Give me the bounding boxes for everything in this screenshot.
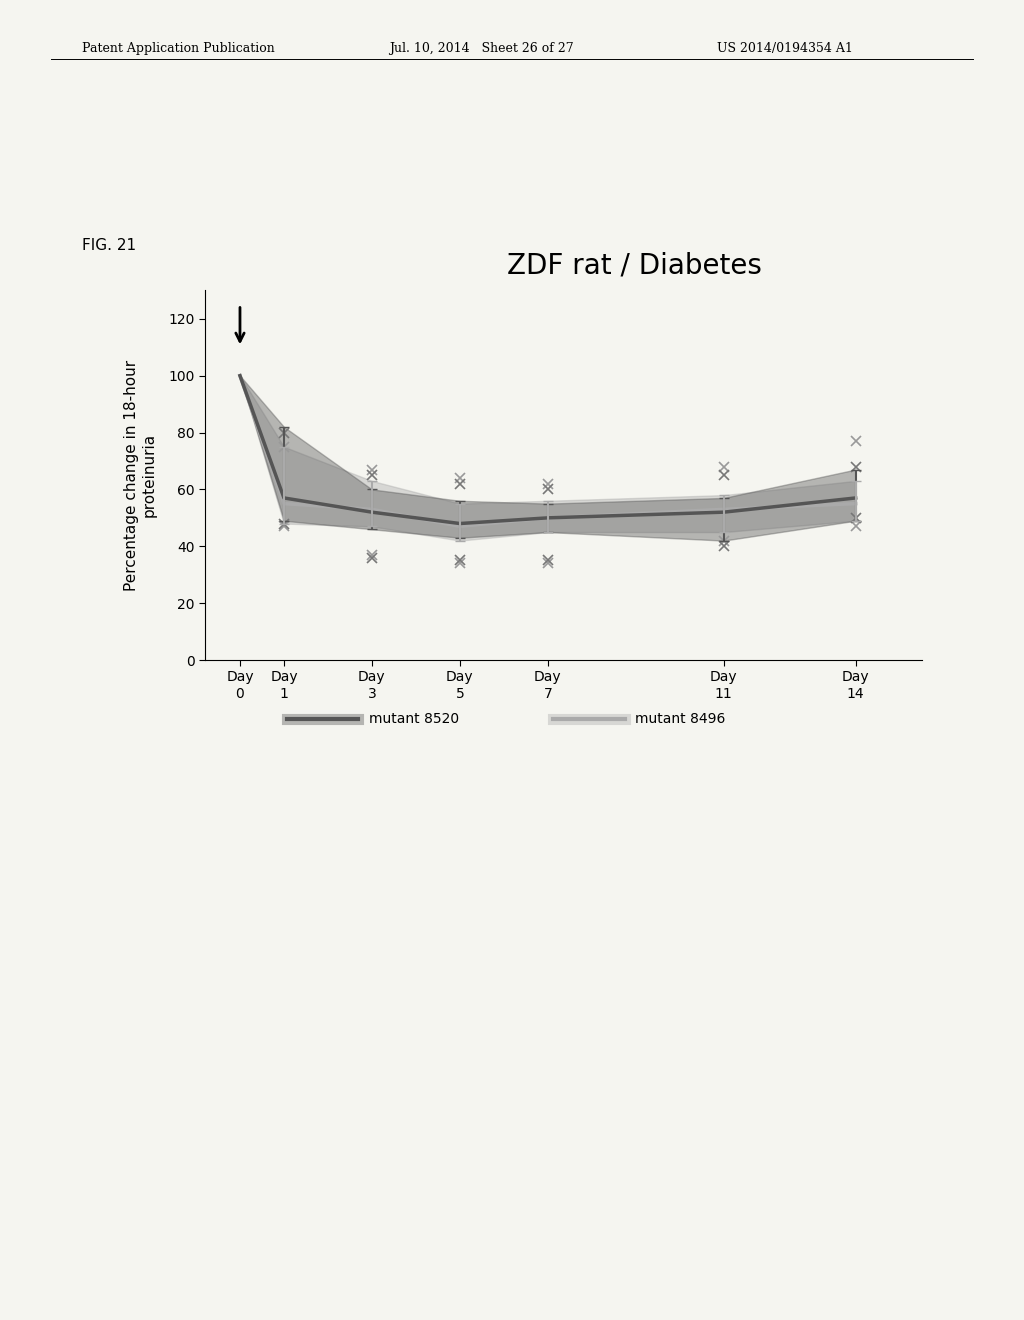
Title: ZDF rat / Diabetes: ZDF rat / Diabetes	[508, 252, 762, 280]
Text: Jul. 10, 2014   Sheet 26 of 27: Jul. 10, 2014 Sheet 26 of 27	[389, 42, 573, 55]
Text: US 2014/0194354 A1: US 2014/0194354 A1	[717, 42, 853, 55]
Text: mutant 8520: mutant 8520	[369, 713, 459, 726]
Text: Patent Application Publication: Patent Application Publication	[82, 42, 274, 55]
Text: mutant 8496: mutant 8496	[635, 713, 725, 726]
Y-axis label: Percentage change in 18-hour
proteinuria: Percentage change in 18-hour proteinuria	[125, 359, 157, 591]
Text: FIG. 21: FIG. 21	[82, 238, 136, 252]
